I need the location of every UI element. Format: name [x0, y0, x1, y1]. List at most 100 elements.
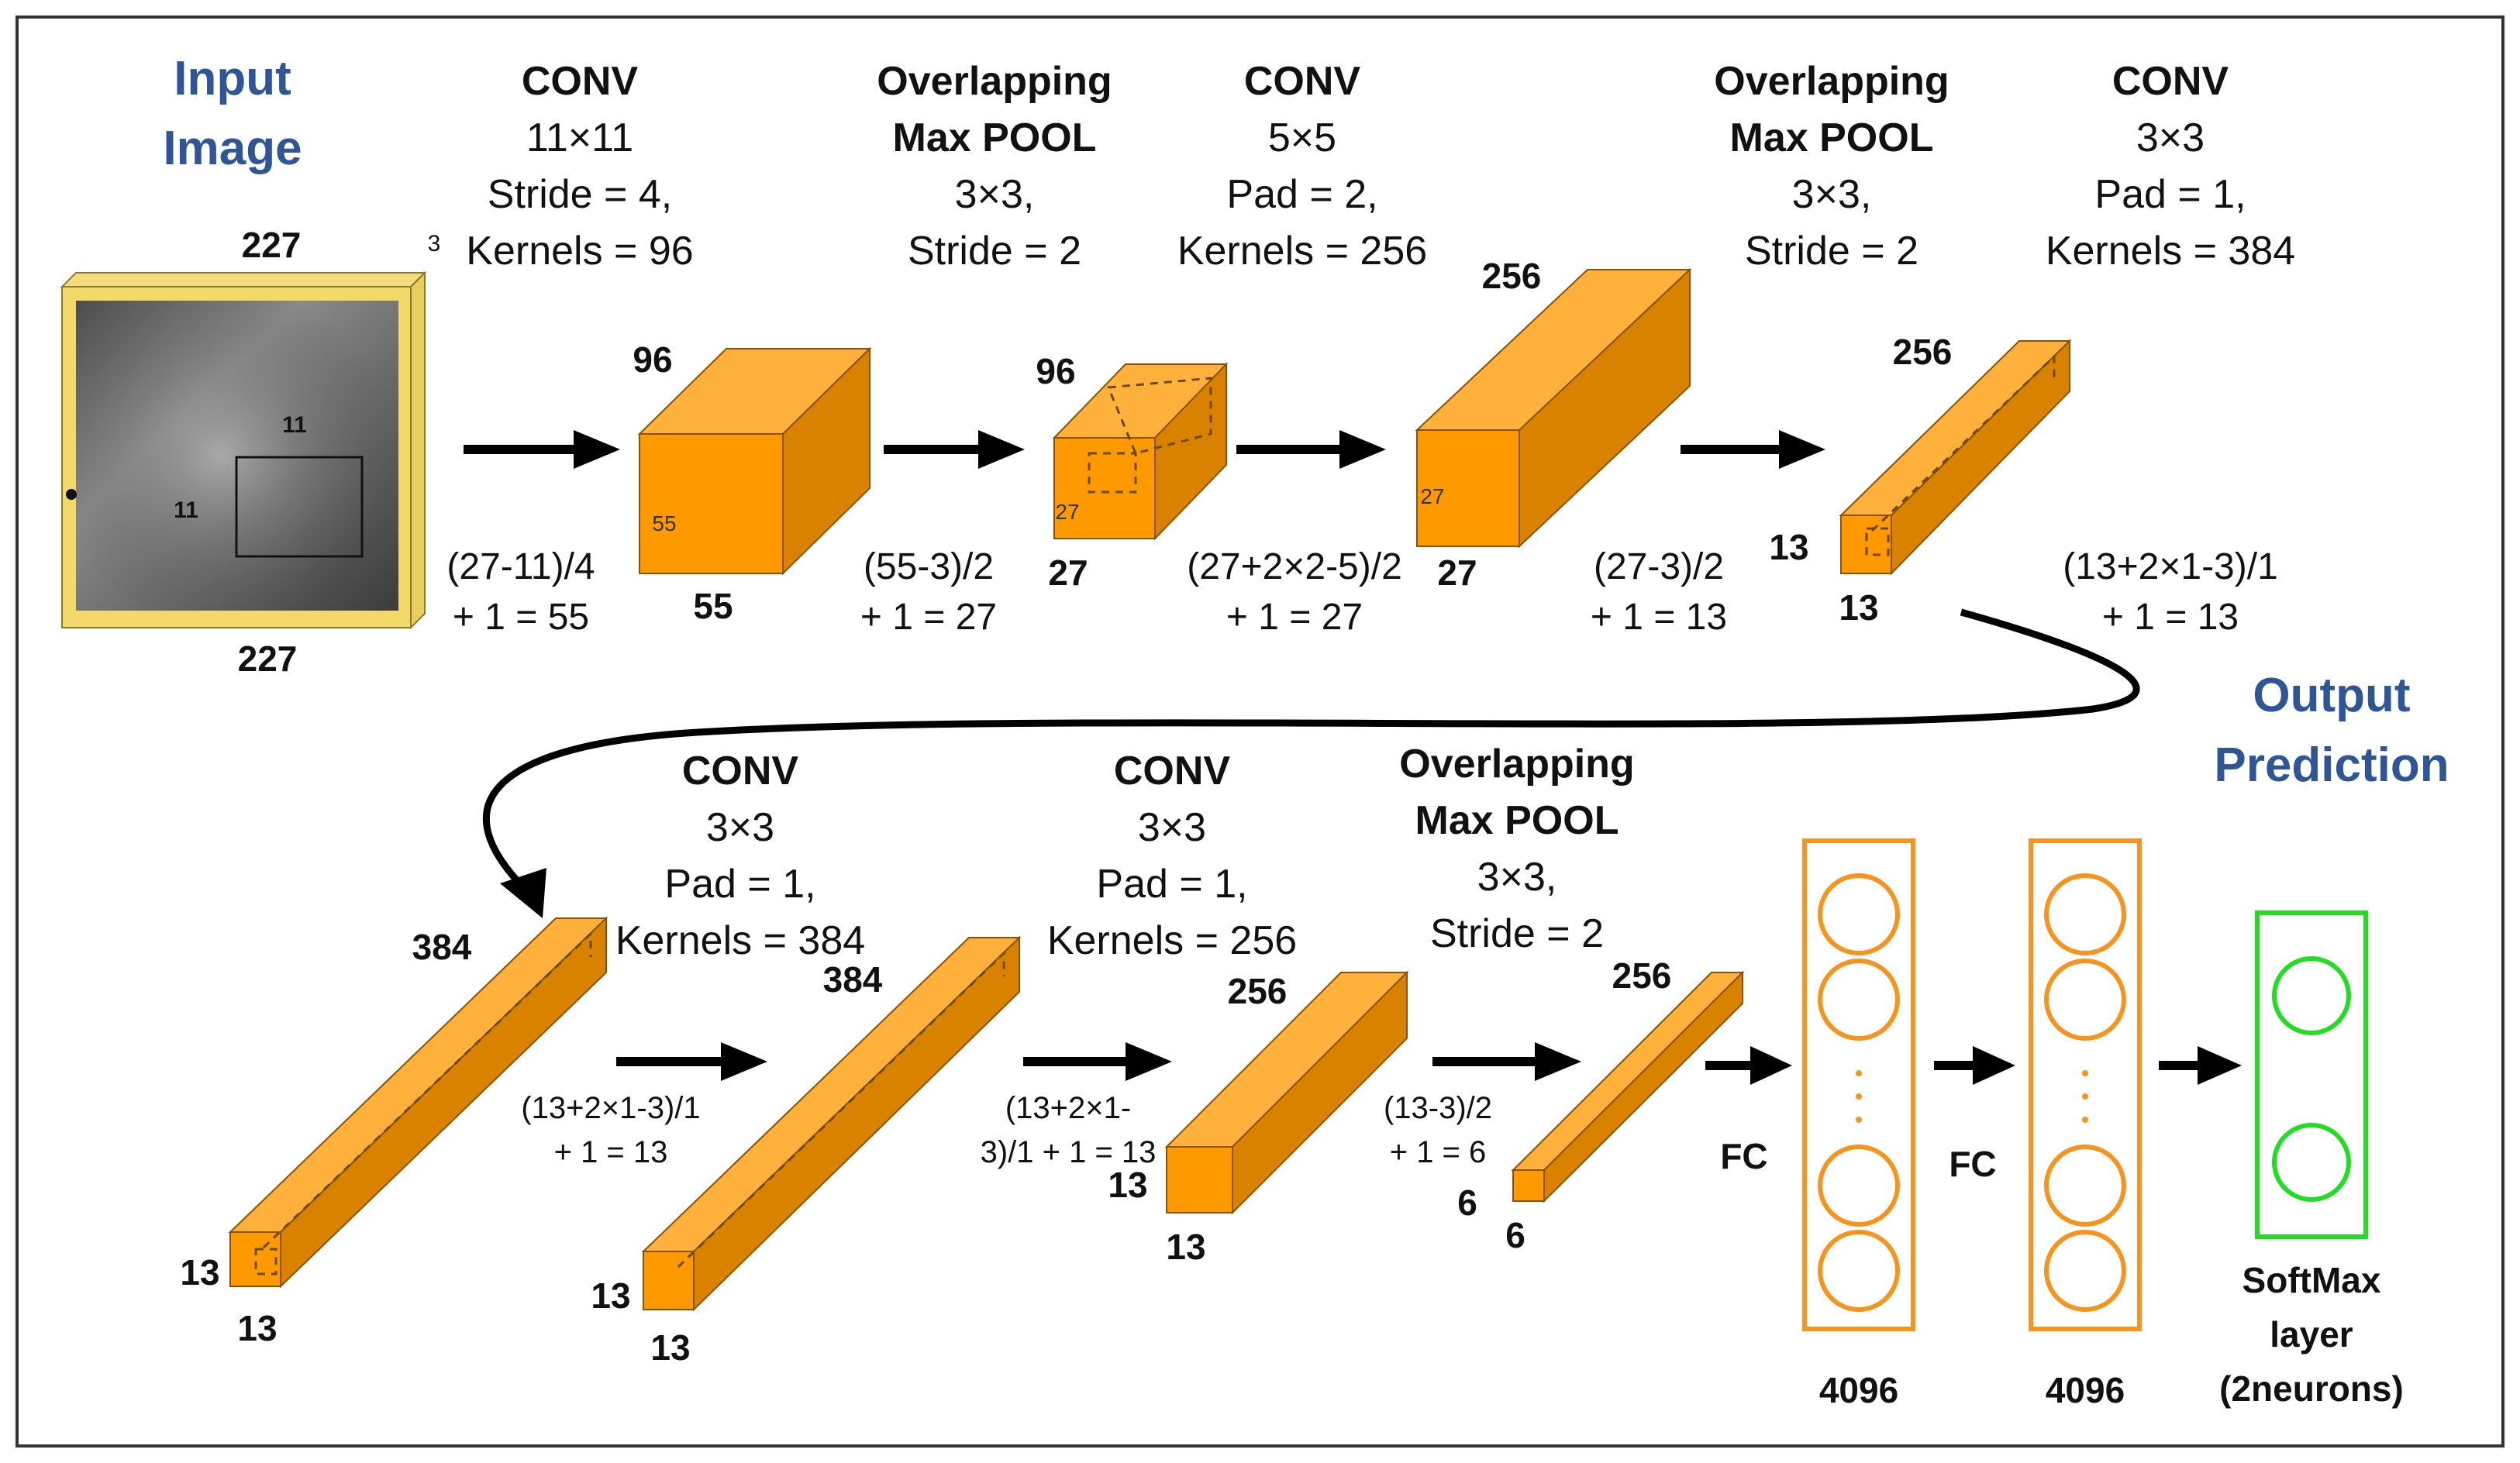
svg-text:Pad = 1,: Pad = 1,	[2094, 172, 2246, 217]
svg-text:+ 1 = 27: + 1 = 27	[860, 597, 997, 638]
input-depth-label: 3	[428, 231, 441, 256]
arrow-9	[1934, 1046, 2015, 1085]
arrow-1	[464, 430, 620, 469]
calc-8: (13-3)/2 + 1 = 6	[1384, 1091, 1492, 1169]
output-title-line1: Output	[2253, 669, 2410, 722]
block-6-13x13x384	[641, 935, 1022, 1312]
svg-text:+ 1 = 13: + 1 = 13	[2102, 597, 2239, 638]
svg-text:+ 1 = 6: + 1 = 6	[1390, 1135, 1487, 1169]
block-8-height: 6	[1457, 1182, 1477, 1223]
svg-text:Overlapping: Overlapping	[1399, 742, 1634, 787]
block-4-depth: 256	[1893, 332, 1953, 372]
input-bottom-dim: 227	[238, 639, 298, 679]
svg-text:3×3,: 3×3,	[955, 172, 1035, 217]
arrow-3	[1236, 430, 1386, 469]
conv5-label: CONV 3×3 Pad = 1, Kernels = 256	[1047, 749, 1297, 963]
svg-text:Overlapping: Overlapping	[877, 59, 1112, 104]
fc1-neuron	[1818, 959, 1900, 1041]
svg-text:CONV: CONV	[682, 749, 799, 793]
input-kernel-window	[235, 456, 364, 558]
calc-3: (27+2×2-5)/2 + 1 = 27	[1187, 546, 1402, 638]
svg-text:3×3: 3×3	[1138, 805, 1206, 850]
svg-text:Stride = 2: Stride = 2	[1745, 229, 1918, 274]
svg-text:+ 1 = 55: + 1 = 55	[453, 597, 589, 638]
block-6-height: 13	[591, 1275, 630, 1316]
block-1-depth: 96	[633, 339, 672, 380]
svg-text:Kernels = 256: Kernels = 256	[1047, 918, 1297, 963]
fc1-neuron	[1818, 1230, 1900, 1312]
svg-text:CONV: CONV	[1114, 749, 1231, 793]
svg-text:(27+2×2-5)/2: (27+2×2-5)/2	[1187, 546, 1402, 587]
input-kernel-width: 11	[282, 412, 307, 438]
calc-1: (27-11)/4 + 1 = 55	[446, 546, 595, 638]
svg-text:Kernels = 96: Kernels = 96	[466, 229, 693, 274]
svg-text:3)/1 + 1 = 13: 3)/1 + 1 = 13	[981, 1135, 1157, 1169]
arrow-10	[2159, 1046, 2242, 1085]
arrow-8	[1705, 1046, 1792, 1085]
fc2-size: 4096	[2046, 1370, 2125, 1410]
block-2-inner: 27	[1055, 500, 1079, 524]
conv4-label: CONV 3×3 Pad = 1, Kernels = 384	[615, 749, 865, 963]
calc-4: (27-3)/2 + 1 = 13	[1591, 546, 1727, 638]
svg-text:Max POOL: Max POOL	[1730, 115, 1934, 160]
block-7-height: 13	[1108, 1165, 1147, 1205]
svg-text:(27-3)/2: (27-3)/2	[1594, 546, 1724, 587]
svg-text:Pad = 1,: Pad = 1,	[1096, 862, 1247, 907]
block-3-width: 27	[1437, 552, 1477, 593]
fc1-layer	[1802, 838, 1915, 1331]
conv3-label: CONV 3×3 Pad = 1, Kernels = 384	[2046, 59, 2295, 274]
svg-text:3×3,: 3×3,	[1792, 172, 1872, 217]
svg-text:(13+2×1-: (13+2×1-	[1005, 1091, 1131, 1125]
svg-text:(27-11)/4: (27-11)/4	[446, 546, 595, 587]
svg-text:Stride = 4,: Stride = 4,	[488, 172, 672, 217]
calc-2: (55-3)/2 + 1 = 27	[860, 546, 997, 638]
svg-text:3×3,: 3×3,	[1477, 855, 1557, 900]
arrow-2	[884, 430, 1025, 469]
block-1-55x55x96	[637, 346, 872, 576]
svg-text:Stride = 2: Stride = 2	[908, 229, 1081, 274]
block-3-depth: 256	[1482, 256, 1542, 296]
diagram-frame	[16, 15, 2504, 1448]
conv2-label: CONV 5×5 Pad = 2, Kernels = 256	[1177, 59, 1427, 274]
svg-text:Pad = 2,: Pad = 2,	[1226, 172, 1377, 217]
svg-text:(2neurons): (2neurons)	[2219, 1368, 2404, 1409]
svg-text:layer: layer	[2270, 1314, 2353, 1355]
block-7-13x13x256	[1164, 970, 1409, 1215]
fc2-neuron	[2044, 1145, 2126, 1227]
svg-text:CONV: CONV	[2112, 59, 2229, 104]
input-kernel-height: 11	[174, 497, 198, 523]
block-5-depth: 384	[412, 927, 472, 967]
svg-text:3×3: 3×3	[2136, 115, 2205, 160]
fc2-neuron	[2044, 873, 2126, 955]
block-2-width: 27	[1048, 552, 1088, 593]
calc-6: (13+2×1-3)/1 + 1 = 13	[521, 1091, 700, 1169]
block-3-inner: 27	[1420, 484, 1444, 508]
calc-7: (13+2×1- 3)/1 + 1 = 13	[981, 1091, 1157, 1169]
block-6-width: 13	[650, 1327, 690, 1368]
block-2-depth: 96	[1036, 351, 1075, 391]
softmax-neuron	[2272, 1123, 2351, 1202]
fc1-neuron	[1818, 873, 1900, 955]
input-image	[60, 270, 427, 630]
softmax-layer	[2255, 911, 2368, 1239]
svg-text:11×11: 11×11	[526, 115, 633, 160]
fc2-layer	[2029, 838, 2142, 1331]
block-5-width: 13	[237, 1308, 277, 1348]
arrow-6	[1023, 1042, 1172, 1081]
input-title-line2: Image	[163, 122, 302, 175]
output-title-line2: Prediction	[2214, 738, 2449, 792]
fc2-label: FC	[1949, 1144, 1996, 1184]
fc2-ellipsis	[2082, 1070, 2088, 1123]
block-8-6x6x256	[1511, 970, 1745, 1203]
block-6-depth: 384	[823, 959, 883, 1000]
svg-text:(13+2×1-3)/1: (13+2×1-3)/1	[521, 1091, 700, 1125]
softmax-neuron	[2272, 956, 2351, 1035]
input-top-dim: 227	[242, 225, 302, 265]
svg-text:Pad = 1,: Pad = 1,	[664, 862, 815, 907]
block-8-depth: 256	[1612, 955, 1672, 996]
svg-text:(55-3)/2: (55-3)/2	[864, 546, 994, 587]
connector-curve	[482, 608, 2140, 918]
fc1-neuron	[1818, 1145, 1900, 1227]
fc2-neuron	[2044, 959, 2126, 1041]
